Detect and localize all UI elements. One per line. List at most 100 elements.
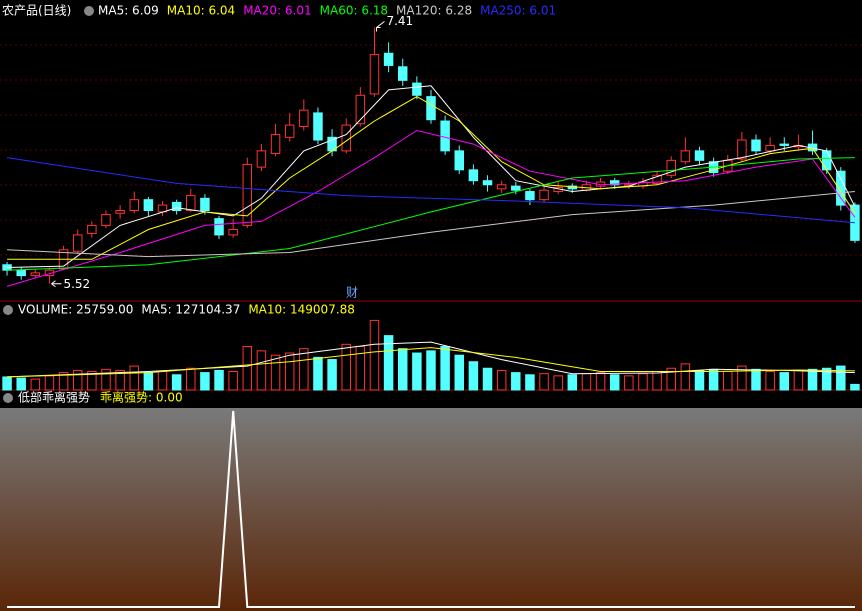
candle-body (652, 174, 662, 184)
menu-icon[interactable] (84, 6, 94, 16)
legend-entry: MA120: 6.28 (396, 4, 472, 18)
menu-icon[interactable] (3, 305, 13, 315)
legend-entry: 乖离强势: 0.00 (100, 390, 183, 405)
volume-bar (737, 365, 747, 391)
volume-bar (412, 352, 422, 391)
candle-body (214, 218, 224, 236)
volume-bar (299, 348, 309, 391)
volume-bar (30, 378, 41, 391)
candle-body (482, 180, 493, 186)
event-marker[interactable]: 财 (346, 286, 358, 300)
candle-body (355, 94, 366, 125)
candle-body (129, 199, 139, 212)
volume-bar (87, 371, 97, 391)
indicator-line (7, 341, 855, 378)
legend-entry: MA5: 127104.37 (141, 303, 240, 317)
volume-bar (426, 350, 436, 391)
candle-body (299, 109, 309, 127)
indicator-line (7, 347, 855, 378)
volume-bar (129, 365, 139, 391)
volume-bar (256, 350, 267, 391)
volume-bar (284, 352, 295, 391)
volume-bar (595, 372, 606, 391)
volume-bar (186, 367, 196, 391)
candle-body (836, 170, 846, 206)
volume-bar (511, 372, 521, 391)
candle-body (186, 195, 196, 212)
candle-body (72, 234, 83, 252)
indicator-line (7, 191, 855, 258)
volume-bar (525, 374, 535, 391)
candle-body (779, 143, 790, 146)
candle-body (101, 214, 111, 226)
candle-body (440, 120, 450, 152)
candle-body (115, 210, 125, 214)
max-label: 7.41 (386, 14, 413, 28)
legend-entry: MA10: 6.04 (167, 4, 235, 18)
indicator-background (0, 408, 862, 611)
candle-body (171, 201, 182, 212)
volume-bar (539, 373, 549, 391)
volume-bar (581, 373, 592, 391)
volume-bar (397, 348, 408, 391)
candle-body (821, 150, 832, 171)
candle-body (468, 169, 479, 182)
candle-body (200, 197, 210, 212)
volume-bar (652, 371, 662, 391)
volume-bar (16, 377, 26, 391)
volume-bar (383, 335, 394, 391)
candle-body (30, 272, 41, 277)
volume-bar (836, 365, 846, 391)
volume-bar (327, 359, 337, 391)
candle-body (496, 184, 507, 190)
volume-bar (44, 375, 55, 391)
volume-bar (72, 369, 83, 391)
candle-body (16, 269, 26, 277)
indicator-title: 低部乖离强势 (18, 390, 90, 405)
pointer-arrow (375, 21, 385, 32)
min-label: 5.52 (63, 277, 90, 291)
menu-icon[interactable] (3, 393, 13, 403)
volume-bar (708, 368, 719, 391)
volume-bar (694, 369, 705, 391)
volume-bar (341, 343, 351, 391)
volume-bar (101, 368, 111, 391)
volume-bar (850, 383, 860, 391)
candle-body (284, 124, 295, 138)
volume-bar (482, 367, 493, 391)
candle-body (87, 224, 97, 235)
candle-body (341, 124, 351, 152)
volume-bar (115, 369, 125, 391)
volume-bar (807, 368, 818, 391)
volume-bar (143, 372, 154, 391)
indicator-line (7, 157, 855, 271)
chart-title: 农产品(日线) (2, 4, 71, 18)
legend-entry: MA250: 6.01 (480, 4, 556, 18)
volume-bar (228, 371, 238, 391)
candle-body (426, 96, 436, 121)
candle-body (525, 191, 535, 201)
candle-body (737, 139, 747, 160)
candle-body (666, 159, 676, 176)
indicator-line (6, 129, 856, 287)
volume-bar (496, 369, 507, 391)
volume-bar (313, 356, 323, 391)
volume-bar (638, 373, 648, 391)
candle-body (751, 139, 761, 152)
legend-entry: MA5: 6.09 (98, 4, 159, 18)
volume-title: VOLUME: 25759.00 (18, 303, 133, 317)
volume-bar (200, 372, 210, 391)
volume-bar (171, 374, 182, 391)
volume-bar (440, 346, 450, 391)
volume-bar (2, 376, 12, 391)
candle-body (412, 82, 422, 96)
volume-bar (553, 375, 563, 391)
candle-body (383, 52, 394, 66)
legend-entry: MA60: 6.18 (320, 4, 388, 18)
candle-body (143, 199, 154, 212)
volume-bar (821, 367, 832, 391)
volume-bar (624, 375, 634, 391)
legend-entry: MA10: 149007.88 (248, 303, 355, 317)
candle-body (242, 163, 253, 226)
